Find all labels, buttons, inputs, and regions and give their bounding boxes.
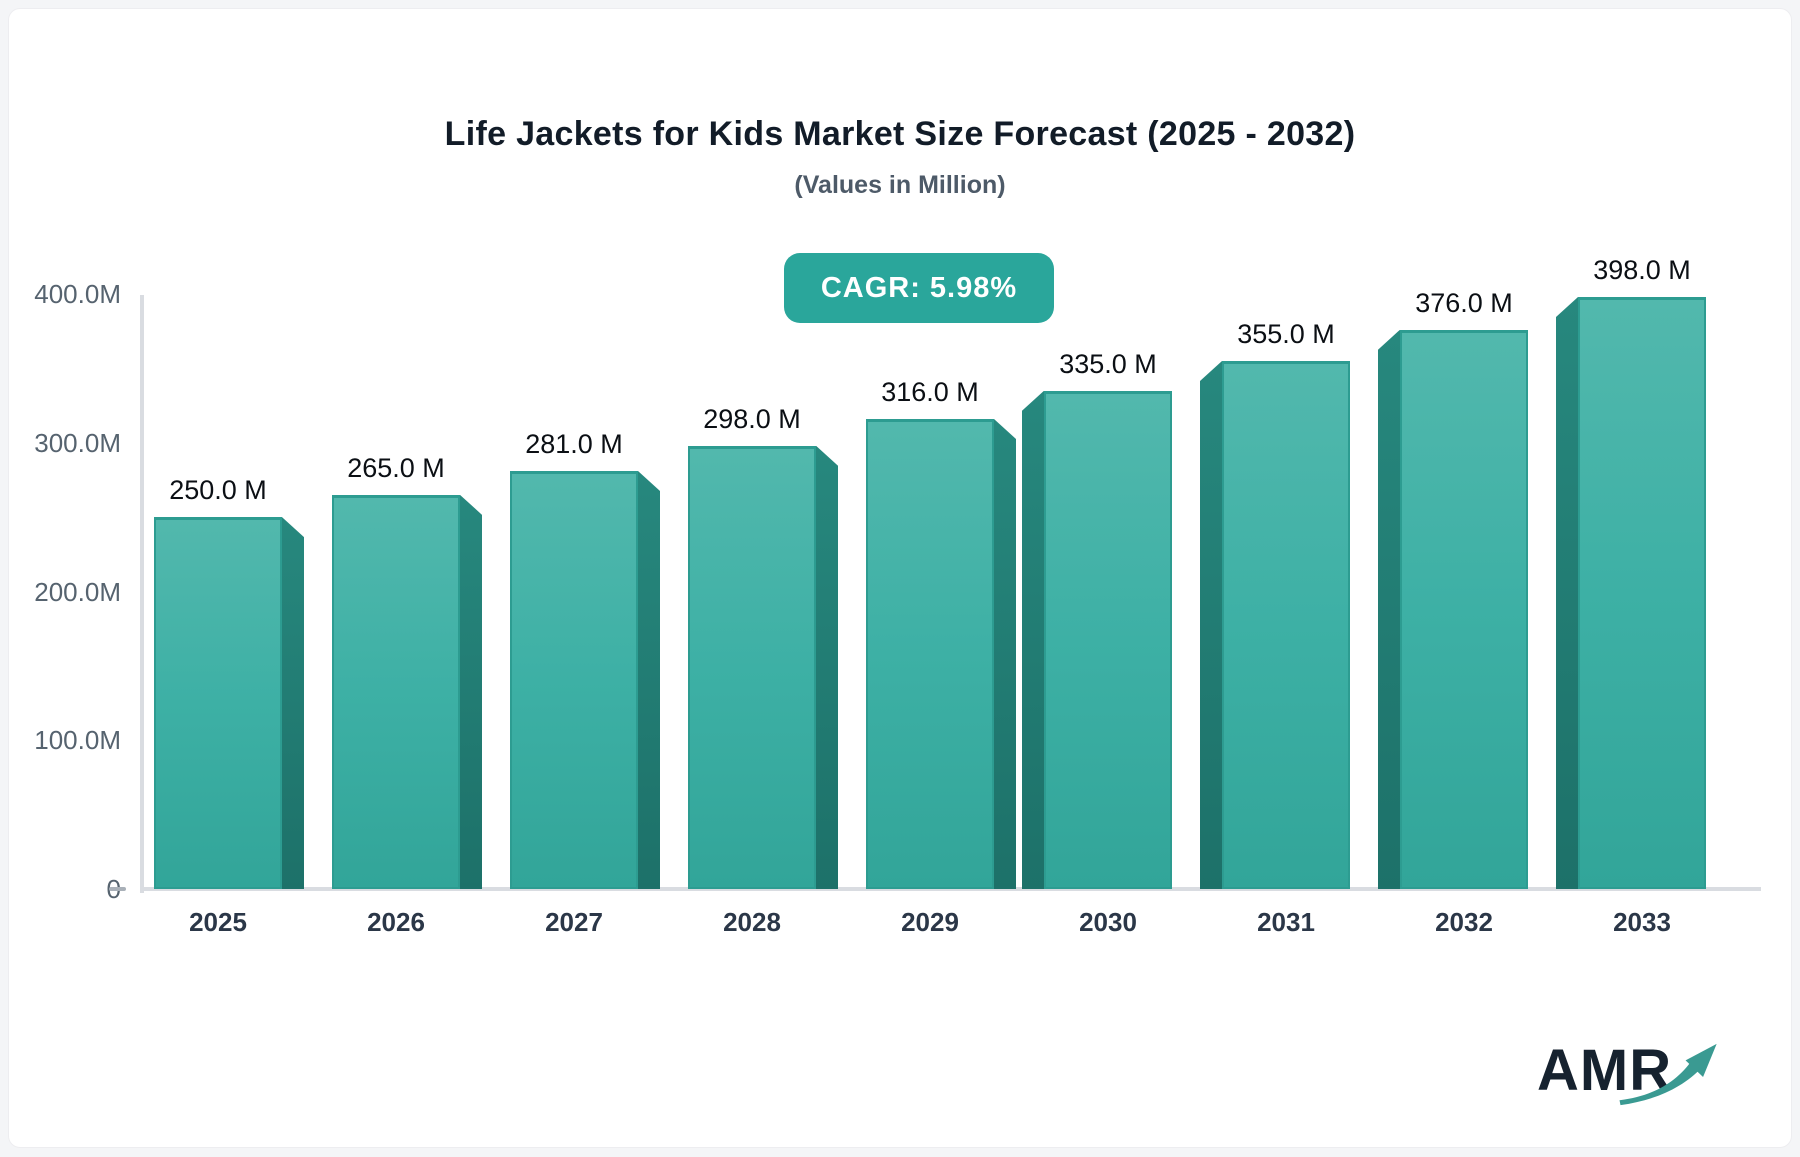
bar-3d-side (1378, 329, 1400, 889)
bar (866, 418, 994, 889)
x-axis-category-label: 2026 (367, 907, 425, 937)
bar-value-label: 250.0 M (169, 475, 267, 506)
y-axis-tick-label: 0 (9, 874, 121, 905)
amr-logo-text: AMR (1537, 1038, 1673, 1103)
bar-3d-side (1022, 390, 1044, 889)
bar (510, 471, 638, 889)
y-axis-zero-tick (109, 887, 126, 891)
bar (332, 494, 460, 889)
bar-value-label: 355.0 M (1237, 318, 1335, 349)
chart-title: Life Jackets for Kids Market Size Foreca… (444, 115, 1356, 153)
bar-3d-side (816, 445, 838, 889)
bar-chart-plot: 400.0M 300.0M 200.0M 100.0M 0 250.0 M 2025 265.… (9, 9, 1800, 1157)
y-axis-tick-label: 100.0M (34, 725, 121, 756)
cagr-badge: CAGR: 5.98% (784, 253, 1054, 323)
bar-value-label: 376.0 M (1415, 287, 1513, 318)
bar-3d-side (1200, 360, 1222, 889)
y-axis-tick-label: 200.0M (34, 576, 121, 607)
bar-3d-side (460, 494, 482, 889)
x-axis-category-label: 2028 (723, 907, 781, 937)
bar-value-label: 398.0 M (1593, 254, 1691, 285)
bar-value-label: 298.0 M (703, 403, 801, 434)
bar-3d-side (1556, 296, 1578, 889)
x-axis-category-label: 2030 (1079, 907, 1137, 937)
x-axis-category-label: 2029 (901, 907, 959, 937)
amr-logo: AMR (1537, 1037, 1727, 1117)
bar-value-label: 316.0 M (881, 376, 979, 407)
x-axis-category-label: 2025 (189, 907, 247, 937)
bar (1400, 329, 1528, 889)
bar-value-label: 281.0 M (525, 429, 623, 459)
chart-card: Life Jackets for Kids Market Size Foreca… (8, 8, 1792, 1148)
x-axis-category-label: 2031 (1257, 907, 1315, 937)
bar (154, 517, 282, 889)
x-axis-category-label: 2033 (1613, 907, 1671, 937)
y-axis-line (140, 295, 144, 893)
x-axis-line (140, 887, 1761, 891)
bar (1044, 390, 1172, 889)
bar (1578, 296, 1706, 889)
bar-3d-side (994, 418, 1016, 889)
bar (1222, 360, 1350, 889)
bar-value-label: 335.0 M (1059, 348, 1157, 379)
y-axis-tick-label: 400.0M (34, 279, 121, 309)
chart-subtitle: (Values in Million) (794, 171, 1006, 199)
bar-3d-side (282, 517, 304, 889)
bar (688, 445, 816, 889)
bar-3d-side (638, 471, 660, 889)
x-axis-category-label: 2032 (1435, 907, 1493, 937)
growth-arrow-icon (1619, 1043, 1717, 1106)
x-axis-category-label: 2027 (545, 907, 603, 937)
bar-value-label: 265.0 M (347, 452, 445, 483)
y-axis-tick-label: 300.0M (34, 427, 121, 458)
